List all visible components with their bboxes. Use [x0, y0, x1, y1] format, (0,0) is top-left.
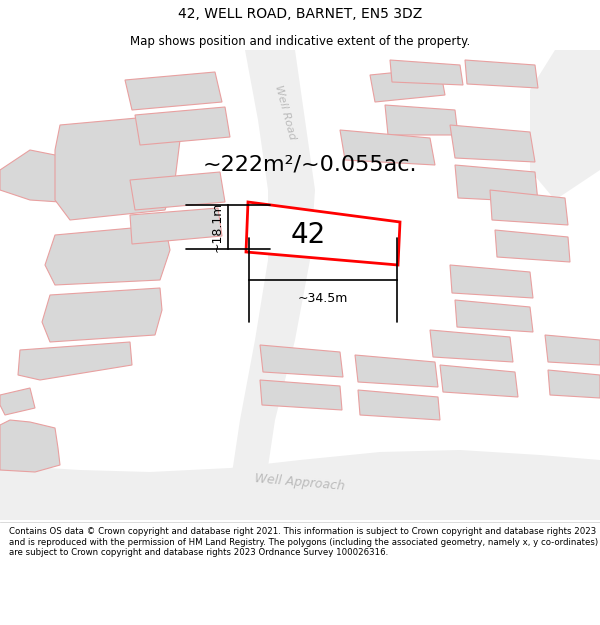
- Polygon shape: [355, 355, 438, 387]
- Polygon shape: [490, 190, 568, 225]
- Polygon shape: [125, 72, 222, 110]
- Text: Well Road: Well Road: [273, 84, 297, 141]
- Polygon shape: [450, 125, 535, 162]
- Polygon shape: [465, 60, 538, 88]
- Polygon shape: [260, 345, 343, 377]
- Polygon shape: [370, 68, 445, 102]
- Text: Well Approach: Well Approach: [254, 472, 346, 492]
- Text: 42, WELL ROAD, BARNET, EN5 3DZ: 42, WELL ROAD, BARNET, EN5 3DZ: [178, 8, 422, 21]
- Polygon shape: [225, 50, 315, 520]
- Polygon shape: [246, 202, 400, 265]
- Text: ~34.5m: ~34.5m: [298, 292, 348, 305]
- Polygon shape: [545, 335, 600, 365]
- Text: 42: 42: [290, 221, 326, 249]
- Text: Contains OS data © Crown copyright and database right 2021. This information is : Contains OS data © Crown copyright and d…: [9, 528, 598, 557]
- Polygon shape: [440, 365, 518, 397]
- Text: ~222m²/~0.055ac.: ~222m²/~0.055ac.: [203, 155, 417, 175]
- Text: Map shows position and indicative extent of the property.: Map shows position and indicative extent…: [130, 35, 470, 48]
- Polygon shape: [0, 450, 600, 520]
- Text: Well: Well: [243, 217, 257, 242]
- Polygon shape: [18, 342, 132, 380]
- Polygon shape: [455, 165, 538, 202]
- Polygon shape: [358, 390, 440, 420]
- Polygon shape: [390, 60, 463, 85]
- Polygon shape: [0, 420, 60, 472]
- Polygon shape: [55, 115, 180, 220]
- Polygon shape: [340, 130, 435, 165]
- Polygon shape: [450, 265, 533, 298]
- Polygon shape: [495, 230, 570, 262]
- Polygon shape: [548, 370, 600, 398]
- Polygon shape: [45, 225, 170, 285]
- Polygon shape: [135, 107, 230, 145]
- Polygon shape: [385, 105, 458, 135]
- Polygon shape: [0, 388, 35, 415]
- Polygon shape: [530, 50, 600, 200]
- Polygon shape: [130, 208, 222, 244]
- Polygon shape: [0, 150, 90, 202]
- Polygon shape: [260, 380, 342, 410]
- Polygon shape: [430, 330, 513, 362]
- Text: ~18.1m: ~18.1m: [211, 202, 224, 252]
- Polygon shape: [130, 172, 225, 210]
- Polygon shape: [42, 288, 162, 342]
- Polygon shape: [455, 300, 533, 332]
